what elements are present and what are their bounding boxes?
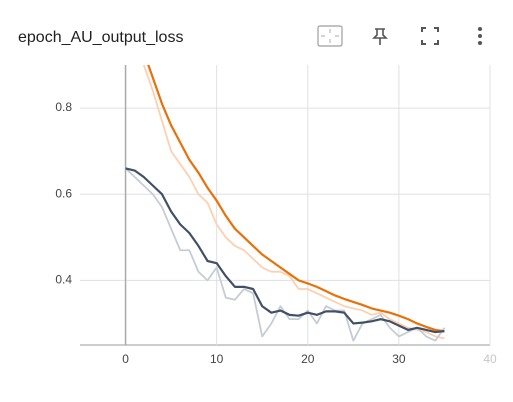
x-tick-label: 10 bbox=[210, 352, 224, 366]
x-tick-label: 0 bbox=[122, 352, 129, 366]
menu-button[interactable] bbox=[478, 27, 482, 45]
y-tick-label: 0.6 bbox=[55, 186, 72, 200]
x-tick-label: 20 bbox=[301, 352, 315, 366]
pin-button[interactable] bbox=[372, 28, 388, 45]
x-tick-label: 30 bbox=[392, 352, 406, 366]
chart-title: epoch_AU_output_loss bbox=[18, 29, 183, 46]
plot-area bbox=[124, 65, 446, 342]
series-line bbox=[142, 65, 445, 340]
x-tick-label: 40 bbox=[483, 352, 497, 366]
series-line bbox=[125, 167, 445, 334]
fullscreen-button[interactable] bbox=[421, 27, 439, 45]
grid bbox=[80, 65, 491, 345]
fit-domain-button[interactable] bbox=[317, 25, 343, 47]
y-tick-label: 0.8 bbox=[55, 100, 72, 114]
y-tick-label: 0.4 bbox=[55, 273, 72, 287]
series-line bbox=[147, 65, 445, 333]
